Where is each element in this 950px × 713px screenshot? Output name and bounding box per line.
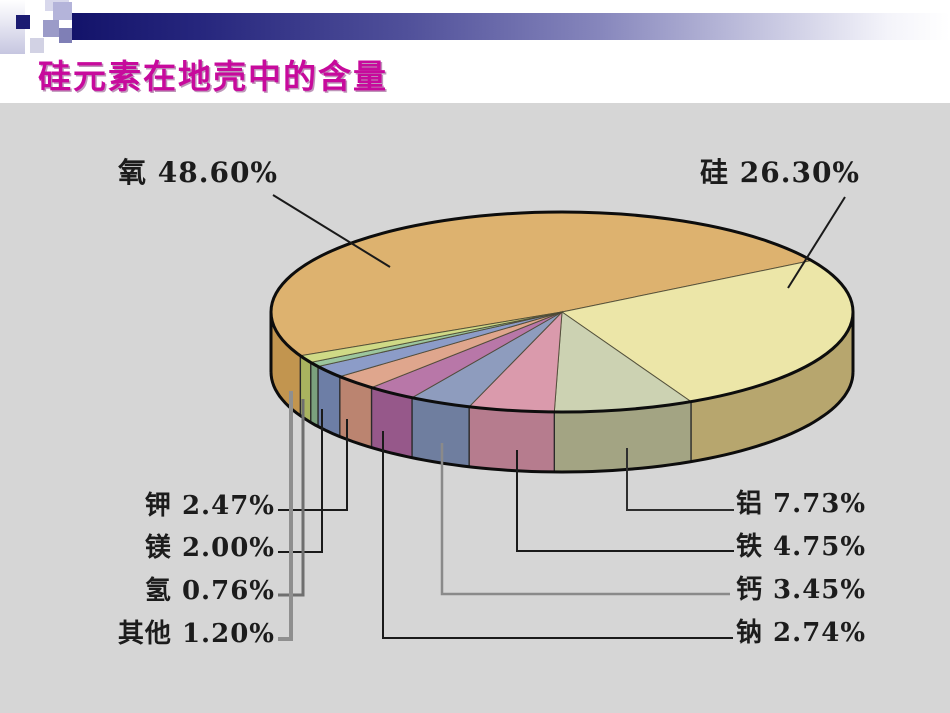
deco-square-mid-blue	[59, 28, 72, 43]
pie-label-magnesium: 镁 2.00%	[144, 533, 275, 563]
deco-square-navy	[16, 15, 30, 29]
pie-label-iron: 铁 4.75%	[736, 532, 867, 562]
deco-square-lavender	[53, 2, 72, 20]
pie-label-calcium: 钙 3.45%	[736, 575, 867, 605]
pie-label-others: 其他 1.20%	[117, 619, 275, 649]
pie-label-sodium: 钠 2.74%	[736, 618, 867, 648]
pie-label-potassium: 钾 2.47%	[144, 491, 275, 521]
pie-label-oxygen: 氧 48.60%	[118, 156, 279, 189]
page-title: 硅元素在地壳中的含量	[38, 57, 388, 96]
pie-label-aluminum: 铝 7.73%	[736, 489, 867, 519]
deco-square-pale-low	[30, 38, 44, 53]
header-bar	[72, 13, 950, 40]
pie-label-hydrogen: 氢 0.76%	[144, 576, 275, 606]
pie-label-silicon: 硅 26.30%	[700, 156, 861, 189]
deco-square-periwinkle	[43, 20, 59, 37]
